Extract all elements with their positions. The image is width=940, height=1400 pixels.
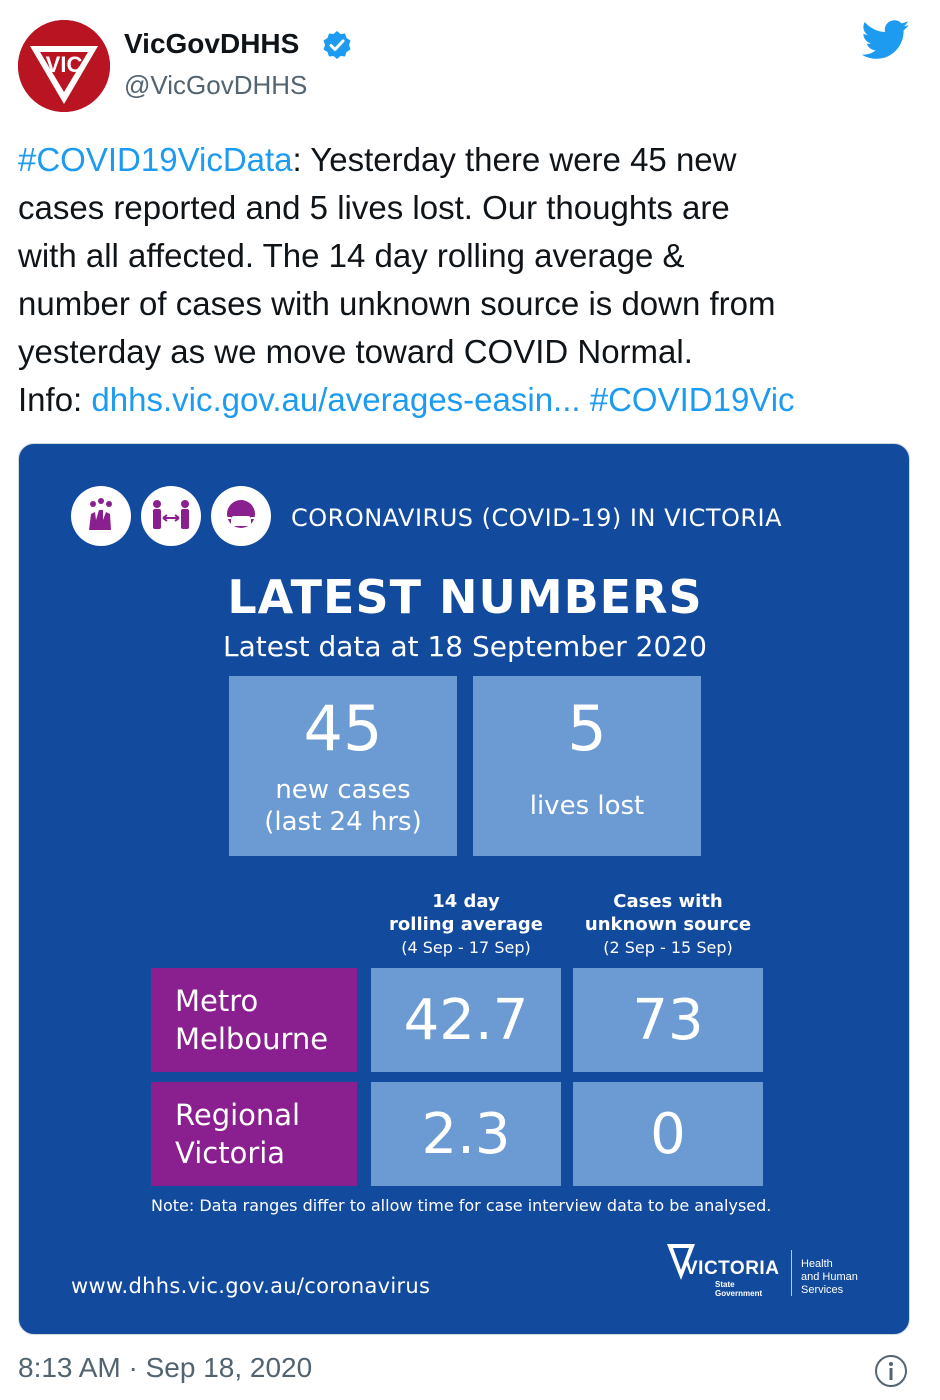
lives-lost-box: 5 lives lost	[473, 676, 701, 856]
unknown-source-header: Cases with unknown source (2 Sep - 15 Se…	[584, 891, 752, 957]
media-image[interactable]: CORONAVIRUS (COVID-19) IN VICTORIA LATES…	[18, 443, 910, 1335]
card-url: www.dhhs.vic.gov.au/coronavirus	[71, 1274, 431, 1298]
logo-divider	[791, 1250, 792, 1296]
url-link[interactable]: dhhs.vic.gov.au/averages-easin...	[91, 381, 581, 418]
social-distance-icon	[141, 486, 201, 546]
handwash-icon	[71, 486, 131, 546]
data-note: Note: Data ranges differ to allow time f…	[151, 1196, 772, 1215]
tweet-line-2: cases reported and 5 lives lost. Our tho…	[18, 189, 730, 226]
vic-wordmark: VICTORIA	[685, 1258, 780, 1279]
hashtag-link[interactable]: #COVID19VicData	[18, 141, 293, 178]
region-metro-melbourne: Metro Melbourne	[151, 968, 357, 1072]
tweet-line-3: with all affected. The 14 day rolling av…	[18, 237, 685, 274]
hashtag-link[interactable]: #COVID19Vic	[589, 381, 795, 418]
tweet-timestamp[interactable]: 8:13 AM · Sep 18, 2020	[18, 1352, 313, 1383]
tweet-line-1: #COVID19VicData: Yesterday there were 45…	[18, 141, 737, 178]
metro-unknown-source: 73	[573, 968, 763, 1072]
infographic: CORONAVIRUS (COVID-19) IN VICTORIA LATES…	[19, 444, 909, 1334]
tweet-line-6: Info: dhhs.vic.gov.au/averages-easin... …	[18, 376, 918, 424]
new-cases-label: new cases	[275, 775, 411, 805]
new-cases-value: 45	[303, 692, 383, 765]
lives-lost-value: 5	[567, 692, 607, 765]
avatar[interactable]: VIC	[18, 20, 110, 112]
dept-name: Health and Human Services	[801, 1258, 858, 1296]
victoria-government-logo: VICTORIA State Government Health and Hum…	[667, 1244, 867, 1300]
rolling-average-header: 14 day rolling average (4 Sep - 17 Sep)	[389, 891, 543, 957]
new-cases-period: (last 24 hrs)	[264, 807, 422, 837]
info-icon[interactable]	[874, 1354, 908, 1388]
card-header: CORONAVIRUS (COVID-19) IN VICTORIA	[291, 504, 783, 532]
twitter-bird-icon[interactable]	[862, 20, 910, 60]
regional-unknown-source: 0	[573, 1082, 763, 1186]
svg-text:VIC: VIC	[46, 52, 83, 77]
vic-triangle-icon	[667, 1244, 695, 1280]
handle[interactable]: @VicGovDHHS	[124, 70, 308, 100]
verified-badge-icon	[323, 31, 351, 59]
new-cases-box: 45 new cases (last 24 hrs)	[229, 676, 457, 856]
face-mask-icon	[211, 486, 271, 546]
region-regional-victoria: Regional Victoria	[151, 1082, 357, 1186]
regional-rolling-average: 2.3	[371, 1082, 561, 1186]
vic-sub: State Government	[715, 1280, 763, 1298]
display-name[interactable]: VicGovDHHS	[124, 28, 300, 59]
tweet-line-4: number of cases with unknown source is d…	[18, 285, 776, 322]
card-title: LATEST NUMBERS	[227, 570, 703, 624]
tweet-text: #COVID19VicData: Yesterday there were 45…	[18, 136, 918, 424]
card-subtitle: Latest data at 18 September 2020	[223, 630, 707, 663]
tweet-line-5: yesterday as we move toward COVID Normal…	[18, 333, 693, 370]
info-label: Info:	[18, 381, 83, 418]
lives-lost-label: lives lost	[529, 791, 645, 821]
metro-rolling-average: 42.7	[371, 968, 561, 1072]
health-icons	[71, 486, 271, 546]
vic-logo-avatar-icon: VIC	[18, 20, 110, 112]
